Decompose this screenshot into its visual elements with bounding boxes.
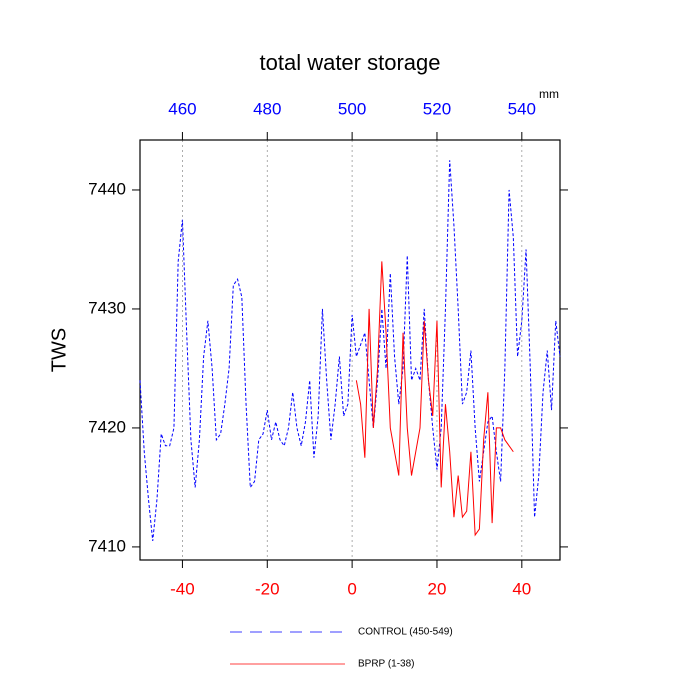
y-tick-label: 7410 (88, 536, 126, 555)
x2-unit: mm (539, 87, 559, 101)
x2-tick-label: 500 (338, 99, 366, 118)
x-tick-label: -20 (255, 579, 280, 598)
y-tick-label: 7440 (88, 179, 126, 198)
x2-tick-label: 520 (423, 99, 451, 118)
chart-title: total water storage (260, 50, 441, 75)
x2-tick-label: 540 (508, 99, 536, 118)
x-tick-label: 0 (347, 579, 356, 598)
plot-frame (139, 139, 561, 561)
x-tick-label: -40 (170, 579, 195, 598)
x2-tick-label: 480 (253, 99, 281, 118)
y-axis-label: TWS (48, 328, 70, 372)
legend-label: BPRP (1-38) (358, 659, 415, 670)
x-tick-label: 20 (428, 579, 447, 598)
x2-tick-label: 460 (168, 99, 196, 118)
y-tick-label: 7430 (88, 298, 126, 317)
legend-label: CONTROL (450-549) (358, 627, 453, 638)
series-line (139, 160, 561, 542)
x-tick-label: 40 (512, 579, 531, 598)
series-line (355, 261, 514, 537)
y-tick-label: 7420 (88, 417, 126, 436)
